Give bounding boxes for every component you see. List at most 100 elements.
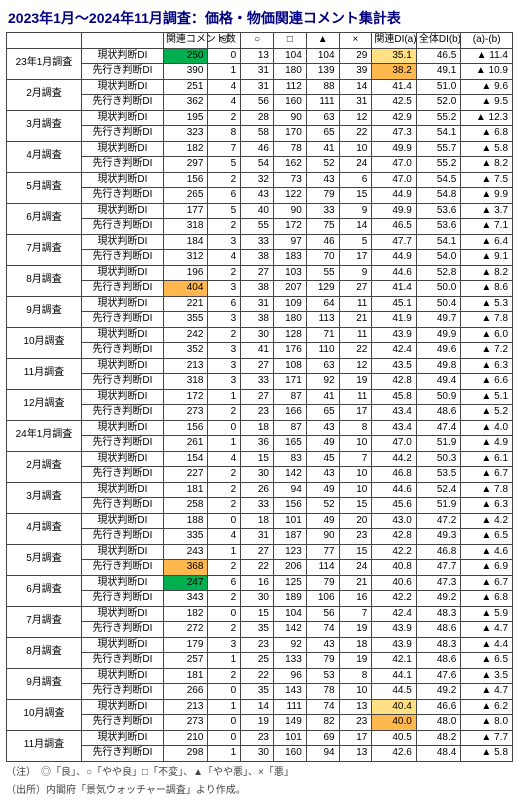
- cell-cnt: 323: [163, 126, 208, 142]
- cell-cnt: 272: [163, 622, 208, 638]
- cell-c4: 78: [306, 684, 339, 700]
- cell-d: ▲ 6.3: [461, 498, 513, 514]
- cell-c2: 31: [241, 64, 274, 80]
- cell-type: 先行き判断DI: [81, 529, 163, 545]
- cell-b: 49.9: [416, 327, 461, 343]
- cell-a: 45.6: [372, 498, 417, 514]
- cell-c4: 129: [306, 281, 339, 297]
- cell-c5: 10: [339, 141, 372, 157]
- cell-d: ▲ 5.1: [461, 389, 513, 405]
- cell-c5: 12: [339, 110, 372, 126]
- cell-type: 先行き判断DI: [81, 281, 163, 297]
- cell-cnt: 265: [163, 188, 208, 204]
- cell-c2: 32: [241, 172, 274, 188]
- cell-cnt: 390: [163, 64, 208, 80]
- cell-type: 先行き判断DI: [81, 467, 163, 483]
- cell-c1: 6: [208, 188, 241, 204]
- cell-a: 42.2: [372, 544, 417, 560]
- cell-cnt: 196: [163, 265, 208, 281]
- cell-c5: 15: [339, 498, 372, 514]
- cell-type: 現状判断DI: [81, 420, 163, 436]
- cell-type: 先行き判断DI: [81, 746, 163, 762]
- table-row: 先行き判断DI318333171921942.849.4▲ 6.6: [7, 374, 513, 390]
- cell-d: ▲ 8.0: [461, 715, 513, 731]
- cell-cnt: 213: [163, 358, 208, 374]
- cell-d: ▲ 5.9: [461, 606, 513, 622]
- cell-a: 46.5: [372, 219, 417, 235]
- cell-c1: 1: [208, 653, 241, 669]
- cell-c4: 111: [306, 95, 339, 111]
- cell-b: 52.4: [416, 482, 461, 498]
- cell-c5: 17: [339, 250, 372, 266]
- cell-a: 44.6: [372, 482, 417, 498]
- cell-period: 3月調査: [7, 482, 82, 513]
- cell-d: ▲ 7.5: [461, 172, 513, 188]
- cell-c3: 162: [274, 157, 307, 173]
- cell-a: 44.2: [372, 451, 417, 467]
- cell-b: 48.6: [416, 622, 461, 638]
- col-period: [7, 33, 82, 49]
- cell-c1: 3: [208, 281, 241, 297]
- table-row: 先行き判断DI3553381801132141.949.7▲ 7.8: [7, 312, 513, 328]
- cell-c4: 49: [306, 436, 339, 452]
- cell-c4: 43: [306, 637, 339, 653]
- cell-c2: 31: [241, 529, 274, 545]
- cell-c1: 4: [208, 95, 241, 111]
- cell-c4: 94: [306, 746, 339, 762]
- cell-b: 48.6: [416, 405, 461, 421]
- cell-c3: 189: [274, 591, 307, 607]
- cell-period: 23年1月調査: [7, 48, 82, 79]
- cell-a: 45.8: [372, 389, 417, 405]
- cell-c2: 43: [241, 188, 274, 204]
- cell-type: 現状判断DI: [81, 513, 163, 529]
- cell-d: ▲ 4.2: [461, 513, 513, 529]
- cell-c1: 2: [208, 110, 241, 126]
- cell-cnt: 172: [163, 389, 208, 405]
- cell-c5: 15: [339, 188, 372, 204]
- cell-c1: 2: [208, 498, 241, 514]
- cell-c4: 63: [306, 358, 339, 374]
- cell-c2: 23: [241, 637, 274, 653]
- cell-cnt: 177: [163, 203, 208, 219]
- cell-b: 47.6: [416, 668, 461, 684]
- cell-a: 41.4: [372, 281, 417, 297]
- cell-c4: 79: [306, 575, 339, 591]
- cell-period: 4月調査: [7, 513, 82, 544]
- cell-period: 10月調査: [7, 327, 82, 358]
- cell-type: 現状判断DI: [81, 668, 163, 684]
- cell-c2: 15: [241, 451, 274, 467]
- cell-c2: 55: [241, 219, 274, 235]
- cell-d: ▲ 4.9: [461, 436, 513, 452]
- cell-b: 49.4: [416, 374, 461, 390]
- table-row: 先行き判断DI297554162522447.055.2▲ 8.2: [7, 157, 513, 173]
- cell-b: 53.6: [416, 219, 461, 235]
- cell-c5: 14: [339, 219, 372, 235]
- cell-c4: 114: [306, 560, 339, 576]
- cell-type: 先行き判断DI: [81, 498, 163, 514]
- cell-c1: 1: [208, 389, 241, 405]
- cell-c1: 1: [208, 436, 241, 452]
- cell-type: 先行き判断DI: [81, 684, 163, 700]
- table-row: 先行き判断DI272235142741943.948.6▲ 4.7: [7, 622, 513, 638]
- page-title: 2023年1月～2024年11月調査：価格・物価関連コメント集計表: [8, 8, 513, 28]
- col-sym5: ×: [339, 33, 372, 49]
- cell-c1: 3: [208, 358, 241, 374]
- cell-c2: 41: [241, 343, 274, 359]
- cell-a: 47.0: [372, 172, 417, 188]
- cell-d: ▲ 6.5: [461, 653, 513, 669]
- table-row: 先行き判断DI312438183701744.954.0▲ 9.1: [7, 250, 513, 266]
- cell-c2: 31: [241, 296, 274, 312]
- cell-period: 8月調査: [7, 637, 82, 668]
- cell-cnt: 273: [163, 405, 208, 421]
- cell-a: 42.8: [372, 374, 417, 390]
- cell-type: 現状判断DI: [81, 265, 163, 281]
- cell-cnt: 227: [163, 467, 208, 483]
- cell-cnt: 195: [163, 110, 208, 126]
- cell-a: 41.9: [372, 312, 417, 328]
- cell-type: 先行き判断DI: [81, 95, 163, 111]
- cell-c4: 41: [306, 141, 339, 157]
- cell-a: 44.1: [372, 668, 417, 684]
- table-row: 先行き判断DI318255172751446.553.6▲ 7.1: [7, 219, 513, 235]
- cell-b: 46.8: [416, 544, 461, 560]
- cell-c2: 35: [241, 684, 274, 700]
